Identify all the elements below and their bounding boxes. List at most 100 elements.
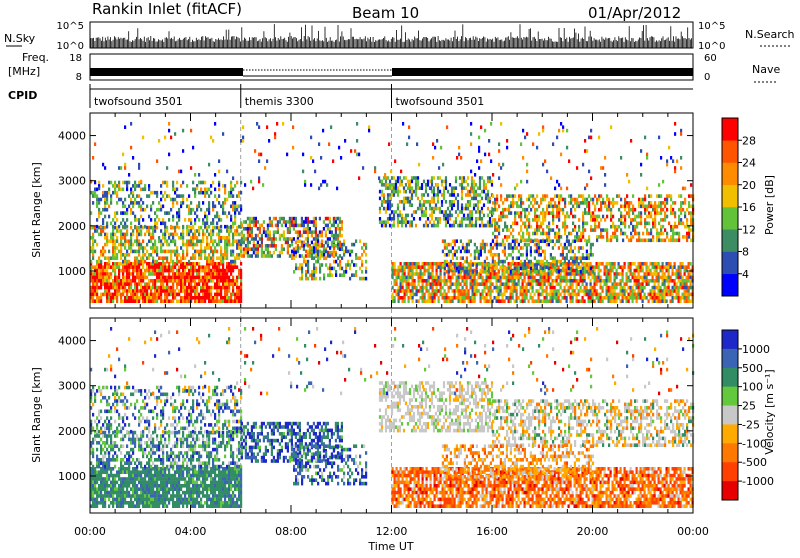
heatmap-cell: [654, 282, 656, 286]
heatmap-cell: [449, 183, 451, 187]
heatmap-cell: [518, 282, 520, 286]
heatmap-cell: [291, 256, 293, 260]
heatmap-cell: [230, 250, 232, 254]
heatmap-cell: [568, 232, 570, 236]
heatmap-cell: [572, 205, 574, 209]
heatmap-cell: [568, 201, 570, 205]
heatmap-cell: [556, 263, 558, 267]
heatmap-cell: [594, 205, 596, 209]
heatmap-cell: [664, 299, 666, 303]
heatmap-cell: [309, 246, 311, 250]
heatmap-cell: [596, 215, 598, 219]
heatmap-cell: [560, 208, 562, 212]
freq-band-1: [90, 68, 243, 76]
heatmap-cell: [642, 205, 644, 209]
heatmap-cell: [528, 225, 530, 229]
heatmap-cell: [476, 256, 478, 260]
heatmap-cell: [686, 218, 688, 222]
heatmap-cell: [118, 243, 120, 247]
heatmap-cell: [160, 243, 162, 247]
heatmap-cell: [301, 273, 303, 277]
heatmap-cell: [452, 267, 454, 271]
heatmap-cell: [116, 211, 118, 215]
heatmap-cell: [482, 282, 484, 286]
heatmap-cell: [479, 180, 481, 184]
heatmap-cell: [556, 194, 558, 198]
heatmap-cell: [500, 286, 502, 290]
heatmap-cell: [200, 191, 202, 195]
heatmap-cell: [425, 190, 427, 194]
heatmap-cell: [142, 201, 144, 205]
heatmap-cell: [247, 251, 249, 255]
heatmap-cell: [638, 262, 640, 266]
heatmap-cell: [491, 183, 493, 187]
heatmap-cell: [668, 265, 670, 269]
heatmap-cell: [466, 267, 468, 271]
heatmap-cell: [110, 276, 112, 280]
heatmap-cell: [220, 286, 222, 290]
heatmap-cell: [628, 269, 630, 273]
heatmap-cell: [154, 289, 156, 293]
heatmap-cell: [124, 265, 126, 269]
heatmap-cell: [550, 276, 552, 280]
heatmap-cell: [182, 282, 184, 286]
heatmap-cell: [148, 279, 150, 283]
heatmap-cell: [337, 263, 339, 267]
heatmap-cell: [520, 225, 522, 229]
heatmap-cell: [500, 198, 502, 202]
heatmap-cell: [502, 260, 504, 264]
heatmap-cell: [566, 269, 568, 273]
heatmap-cell: [291, 217, 293, 221]
heatmap-cell: [602, 296, 604, 300]
heatmap-cell: [395, 186, 397, 190]
heatmap-cell: [180, 256, 182, 260]
heatmap-cell: [186, 279, 188, 283]
heatmap-cell: [417, 186, 419, 190]
heatmap-cell: [230, 253, 232, 257]
heatmap-cell: [494, 272, 496, 276]
heatmap-cell: [454, 239, 456, 243]
heatmap-cell: [190, 218, 192, 222]
heatmap-cell: [305, 250, 307, 254]
heatmap-cell: [122, 205, 124, 209]
heatmap-cell: [598, 198, 600, 202]
heatmap-cell: [485, 224, 487, 228]
heatmap-cell: [646, 265, 648, 269]
heatmap-cell: [448, 250, 450, 254]
heatmap-cell: [204, 253, 206, 257]
heatmap-cell: [454, 282, 456, 286]
heatmap-cell: [411, 186, 413, 190]
heatmap-cell: [424, 272, 426, 276]
heatmap-cell: [460, 293, 462, 297]
heatmap-cell: [158, 208, 160, 212]
heatmap-cell: [168, 299, 170, 303]
heatmap-cell: [664, 282, 666, 286]
heatmap-cell: [96, 296, 98, 300]
heatmap-cell: [279, 217, 281, 221]
heatmap-cell: [578, 194, 580, 198]
heatmap-cell: [606, 276, 608, 280]
heatmap-cell: [393, 176, 395, 180]
heatmap-cell: [315, 253, 317, 257]
heatmap-cell: [668, 239, 670, 243]
heatmap-cell: [630, 269, 632, 273]
heatmap-cell: [170, 239, 172, 243]
heatmap-cell: [130, 272, 132, 276]
heatmap-cell: [204, 215, 206, 219]
heatmap-cell: [674, 211, 676, 215]
heatmap-cell: [381, 200, 383, 204]
heatmap-cell: [469, 220, 471, 224]
heatmap-cell: [110, 181, 112, 185]
heatmap-cell: [431, 190, 433, 194]
heatmap-cell: [408, 282, 410, 286]
heatmap-cell: [200, 239, 202, 243]
heatmap-cell: [198, 256, 200, 260]
heatmap-cell: [247, 234, 249, 238]
heatmap-cell: [483, 190, 485, 194]
heatmap-cell: [475, 217, 477, 221]
heatmap-cell: [245, 227, 247, 231]
heatmap-cell: [530, 260, 532, 264]
heatmap-cell: [484, 296, 486, 300]
heatmap-cell: [460, 256, 462, 260]
heatmap-cell: [118, 184, 120, 188]
